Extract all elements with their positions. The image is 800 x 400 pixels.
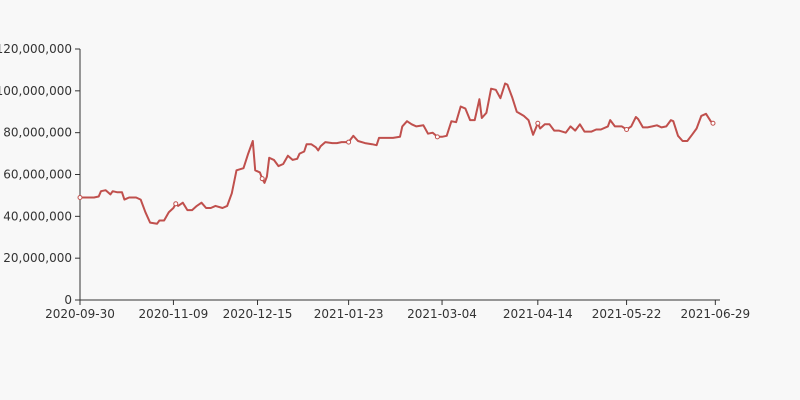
series-marker [346, 139, 352, 145]
y-tick-label: 0 [64, 293, 72, 307]
y-tick-label: 40,000,000 [3, 209, 72, 223]
x-tick-label: 2020-12-15 [223, 307, 293, 321]
x-tick-label: 2020-09-30 [45, 307, 115, 321]
y-axis-ticks: 0 20,000,000 40,000,000 60,000,000 80,000,00… [0, 42, 80, 307]
series-marker [535, 120, 541, 126]
series-marker [259, 176, 265, 182]
series-marker [624, 127, 630, 133]
series-marker [173, 201, 179, 207]
series-line [80, 82, 714, 225]
x-tick-label: 2020-11-09 [139, 307, 209, 321]
series-markers [77, 120, 716, 207]
x-tick-label: 2021-01-23 [314, 307, 384, 321]
series-marker [77, 195, 83, 201]
x-tick-label: 2021-04-14 [503, 307, 573, 321]
y-tick-label: 80,000,000 [3, 126, 72, 140]
y-tick-label: 120,000,000 [0, 42, 72, 56]
y-tick-label: 60,000,000 [3, 168, 72, 182]
x-tick-label: 2021-05-22 [592, 307, 662, 321]
series-marker [434, 134, 440, 140]
x-axis-ticks: 2020-09-30 2020-11-09 2020-12-15 2021-01-23… [45, 300, 750, 321]
y-tick-label: 20,000,000 [3, 251, 72, 265]
x-tick-label: 2021-03-04 [407, 307, 477, 321]
x-tick-label: 2021-06-29 [680, 307, 750, 321]
series-marker [710, 120, 716, 126]
y-tick-label: 100,000,000 [0, 84, 72, 98]
